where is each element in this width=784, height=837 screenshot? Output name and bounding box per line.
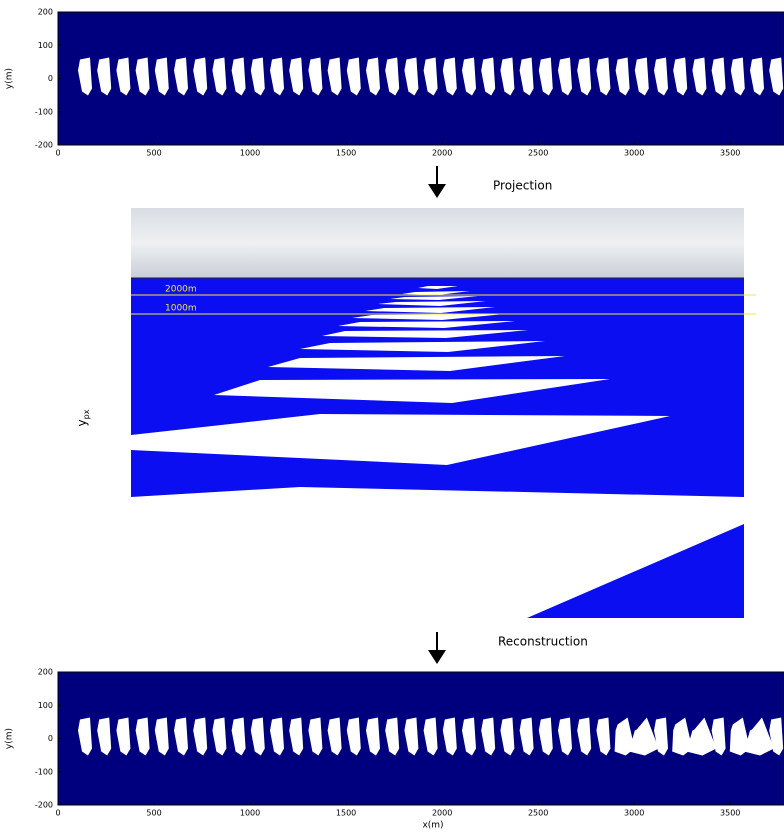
x-tick-label: 0 bbox=[55, 809, 60, 818]
y-tick-label: -100 bbox=[35, 107, 53, 116]
y-tick-label: 0 bbox=[48, 734, 53, 743]
x-tick-label: 2000 bbox=[432, 809, 452, 818]
x-tick-label: 2500 bbox=[528, 149, 548, 158]
y-tick-label: 100 bbox=[38, 41, 53, 50]
x-tick-label: 1000 bbox=[240, 149, 260, 158]
y-tick-label: 200 bbox=[38, 8, 53, 17]
x-tick-label: 1500 bbox=[336, 149, 356, 158]
y-axis-label: y(m) bbox=[5, 68, 15, 89]
vehicle-shapes bbox=[78, 58, 783, 96]
x-tick-label: 2500 bbox=[528, 809, 548, 818]
y-tick-label: 0 bbox=[48, 74, 53, 83]
y-axis-label-main: y bbox=[75, 419, 89, 426]
x-tick-label: 1000 bbox=[240, 809, 260, 818]
y-tick-label: -100 bbox=[35, 767, 53, 776]
arrow-label: Reconstruction bbox=[498, 635, 588, 649]
x-tick-label: 500 bbox=[146, 149, 161, 158]
vehicle-shapes bbox=[78, 718, 783, 756]
y-tick-label: 200 bbox=[38, 668, 53, 677]
y-tick-label: -200 bbox=[35, 801, 53, 810]
x-tick-label: 2000 bbox=[432, 149, 452, 158]
y-tick-label: -200 bbox=[35, 141, 53, 150]
y-axis-label: y(m) bbox=[5, 728, 15, 749]
x-tick-label: 3000 bbox=[624, 809, 644, 818]
figure: Projection Reconstruction 2000m 1000m yp… bbox=[0, 0, 784, 833]
arrow bbox=[428, 166, 446, 198]
x-tick-label: 1500 bbox=[336, 809, 356, 818]
horizon-label: 1000m bbox=[165, 304, 197, 314]
x-tick-label: 0 bbox=[55, 149, 60, 158]
x-tick-label: 3000 bbox=[624, 149, 644, 158]
projected-image bbox=[131, 208, 756, 618]
x-tick-label: 3500 bbox=[720, 149, 740, 158]
x-tick-label: 500 bbox=[146, 809, 161, 818]
horizon-label: 2000m bbox=[165, 285, 197, 295]
x-tick-label: 3500 bbox=[720, 809, 740, 818]
x-axis-label: x(m) bbox=[422, 821, 443, 831]
y-axis-label-subscript: px bbox=[82, 409, 91, 419]
y-tick-label: 100 bbox=[38, 701, 53, 710]
y-axis-label: ypx bbox=[75, 409, 91, 426]
arrow-label: Projection bbox=[493, 179, 552, 193]
arrow bbox=[428, 632, 446, 664]
